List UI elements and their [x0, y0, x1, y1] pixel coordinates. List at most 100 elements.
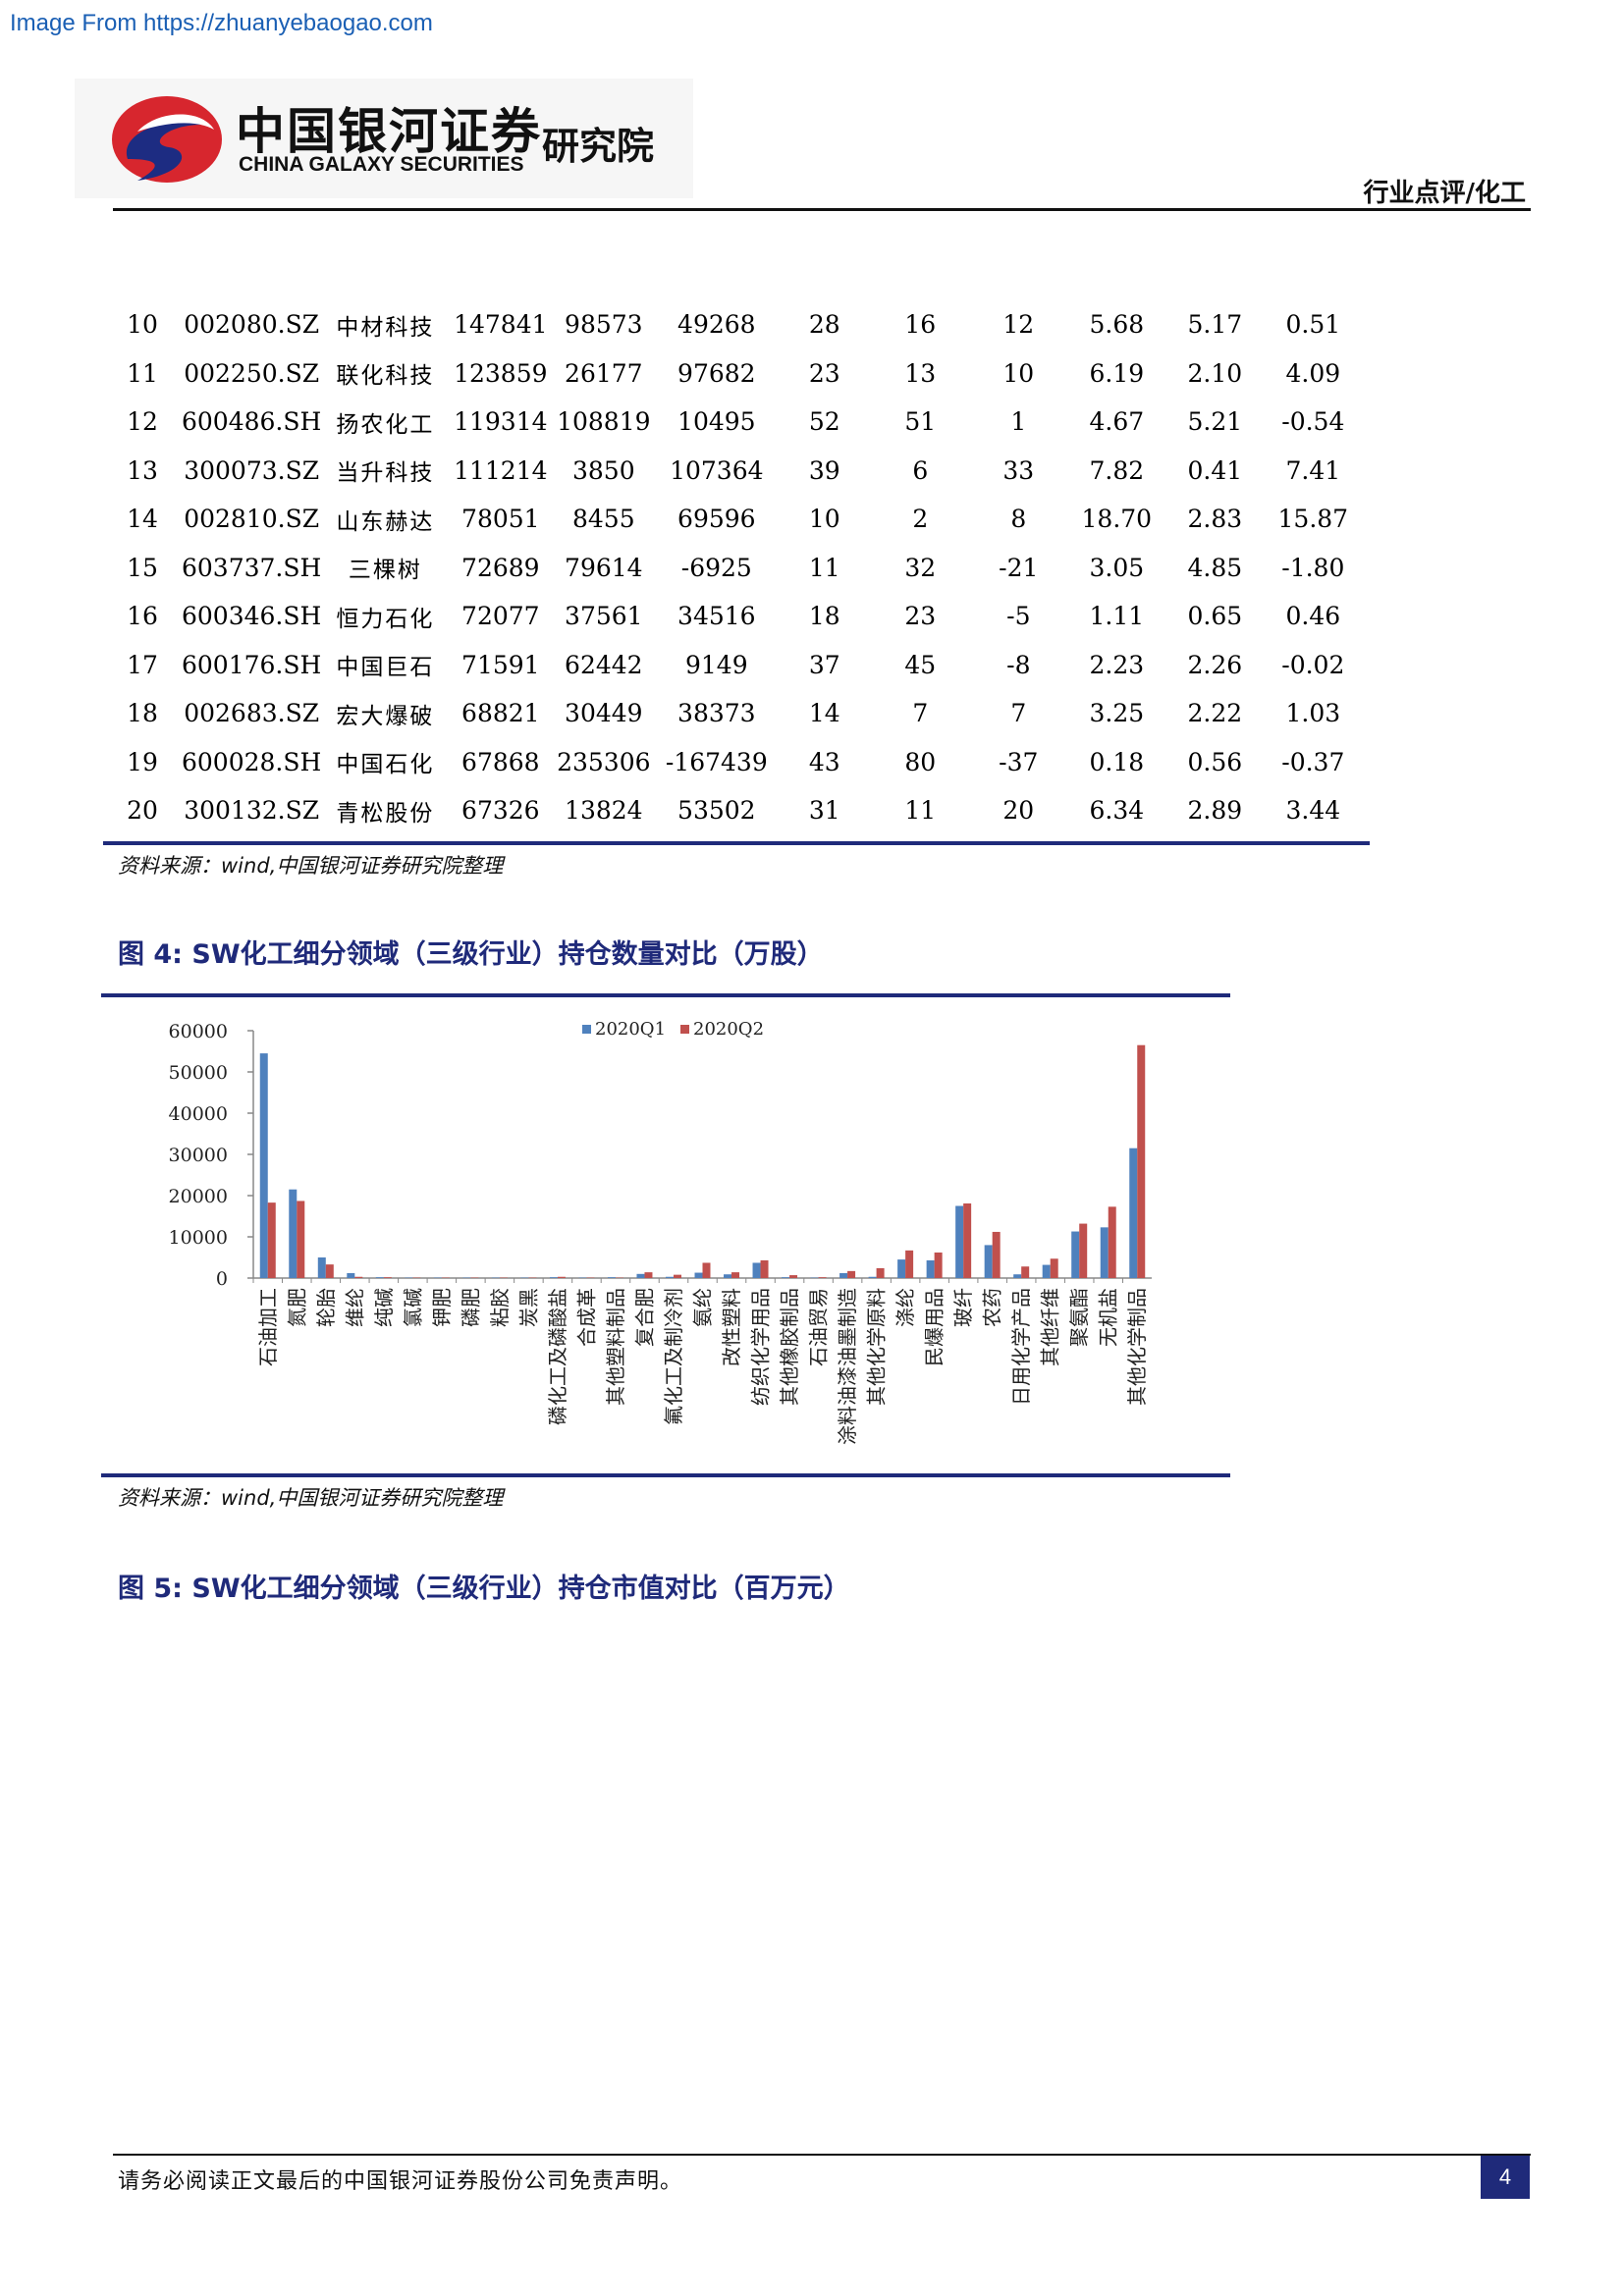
table-cell: 123859 [454, 358, 548, 388]
table-cell: -1.80 [1281, 553, 1345, 582]
logo-chinese-name: 中国银河证券 [236, 103, 542, 160]
table-row: 14 002810.SZ 山东赫达 78051 8455 69596 10 2 8 18.70 2.… [103, 495, 1362, 544]
table-cell: 18 [808, 602, 840, 631]
bar-2020Q1 [259, 1053, 268, 1278]
bar-2020Q1 [926, 1259, 935, 1278]
bar-2020Q2 [731, 1272, 740, 1278]
footer-disclaimer: 请务必阅读正文最后的中国银河证券股份公司免责声明。 [118, 2169, 683, 2194]
table-cell: -0.37 [1281, 747, 1345, 776]
x-tick-label: 氮肥 [285, 1288, 308, 1327]
table-cell: -37 [999, 747, 1039, 776]
table-cell: 1.11 [1089, 602, 1145, 631]
table-cell: 4.09 [1285, 358, 1341, 388]
x-tick-label: 纺织化学用品 [749, 1288, 773, 1406]
figure4-title: 图 4: SW化工细分领域（三级行业）持仓数量对比（万股） [118, 939, 824, 970]
table-cell: 3.05 [1089, 553, 1145, 582]
table-cell: 67868 [461, 747, 540, 776]
table-cell: 108819 [557, 407, 651, 437]
table-cell: 13 [904, 358, 937, 388]
table-cell: 62442 [565, 650, 643, 679]
holdings-table: 10 002080.SZ 中材科技 147841 98573 49268 28 16 12 5.6… [103, 300, 1362, 835]
bar-2020Q1 [1013, 1274, 1022, 1278]
table-row: 20 300132.SZ 青松股份 67326 13824 53502 31 11 20 6.34… [103, 786, 1362, 835]
bar-2020Q1 [897, 1259, 906, 1278]
table-cell: 20 [127, 796, 158, 826]
table-cell: 7 [912, 699, 929, 728]
table-cell: 2.26 [1187, 650, 1243, 679]
x-tick-label: 粘胶 [488, 1288, 512, 1327]
x-tick-label: 其他化学原料 [865, 1288, 889, 1406]
table-cell: 37 [808, 650, 840, 679]
table-bottom-rule [103, 841, 1370, 845]
table-row: 18 002683.SZ 宏大爆破 68821 30449 38373 14 7 7 3.25 2.… [103, 689, 1362, 738]
x-tick-label: 轮胎 [314, 1288, 338, 1327]
bar-2020Q1 [1071, 1231, 1080, 1278]
table-cell: 5.17 [1187, 310, 1243, 340]
table-cell: 32 [904, 553, 937, 582]
page-number: 4 [1481, 2156, 1530, 2199]
table-cell: 3.44 [1285, 796, 1341, 826]
table-cell: 235306 [557, 747, 651, 776]
table-cell: 10 [127, 310, 158, 340]
table-cell: 8455 [572, 505, 635, 534]
x-tick-label: 日用化学产品 [1009, 1288, 1033, 1406]
bar-2020Q2 [818, 1277, 827, 1278]
table-cell: 12 [1002, 310, 1035, 340]
bar-2020Q2 [905, 1250, 914, 1278]
table-cell: 31 [808, 796, 840, 826]
x-tick-label: 涤纶 [893, 1288, 917, 1327]
bar-2020Q1 [1129, 1148, 1138, 1278]
bar-2020Q2 [1137, 1044, 1146, 1278]
figure4-source: 资料来源：wind,中国银河证券研究院整理 [118, 1486, 504, 1510]
y-tick-label: 30000 [169, 1145, 228, 1166]
table-cell: 9149 [685, 650, 748, 679]
bar-2020Q1 [289, 1189, 298, 1278]
table-cell: 7 [1010, 699, 1027, 728]
bar-2020Q2 [267, 1202, 276, 1278]
y-tick-label: 0 [216, 1268, 228, 1290]
bar-2020Q2 [354, 1276, 363, 1278]
table-cell: 1 [1010, 407, 1027, 437]
bar-2020Q2 [1050, 1258, 1058, 1278]
x-tick-label: 钾肥 [430, 1288, 454, 1327]
logo-institute: 研究院 [542, 125, 655, 168]
table-cell: 0.18 [1089, 747, 1145, 776]
bar-2020Q2 [644, 1272, 653, 1278]
table-cell: 69596 [677, 505, 756, 534]
table-cell: 16 [904, 310, 937, 340]
table-cell: 6 [912, 455, 929, 485]
table-cell: 98573 [565, 310, 643, 340]
x-tick-label: 氯碱 [401, 1288, 424, 1327]
table-row: 16 600346.SH 恒力石化 72077 37561 34516 18 23 -5 1.11… [103, 592, 1362, 641]
table-cell: 2.23 [1089, 650, 1145, 679]
table-cell: 11 [904, 796, 937, 826]
table-cell: 600346.SH [182, 602, 322, 631]
table-cell: 38373 [677, 699, 756, 728]
x-tick-label: 玻纤 [951, 1288, 975, 1327]
table-cell: 5.68 [1089, 310, 1145, 340]
x-tick-label: 氟化工及制冷剂 [662, 1288, 685, 1425]
bar-2020Q1 [607, 1277, 616, 1278]
bar-2020Q1 [694, 1272, 703, 1278]
table-cell: 12 [127, 407, 158, 437]
bar-2020Q2 [847, 1270, 856, 1278]
table-row: 10 002080.SZ 中材科技 147841 98573 49268 28 16 12 5.6… [103, 300, 1362, 349]
table-cell: 10 [808, 505, 840, 534]
bar-2020Q2 [992, 1231, 1001, 1278]
table-cell: 600028.SH [182, 747, 322, 776]
watermark-link[interactable]: Image From https://zhuanyebaogao.com [10, 10, 433, 36]
figure5-title: 图 5: SW化工细分领域（三级行业）持仓市值对比（百万元） [118, 1574, 850, 1604]
legend-label: 2020Q2 [693, 1019, 764, 1040]
table-row: 19 600028.SH 中国石化 67868 235306 -167439 43 80 -37… [103, 738, 1362, 787]
table-cell: 78051 [461, 505, 540, 534]
table-cell: 30449 [565, 699, 643, 728]
table-cell: 中材科技 [336, 314, 435, 341]
table-source: 资料来源：wind,中国银河证券研究院整理 [118, 854, 504, 878]
table-cell: 8 [1010, 505, 1027, 534]
bar-2020Q2 [1079, 1223, 1088, 1278]
y-axis: 60000 50000 40000 30000 20000 10000 0 [169, 1021, 1152, 1290]
table-cell: 2 [912, 505, 929, 534]
x-axis-labels: 石油加工 氮肥 轮胎 维纶 纯碱 氯碱 钾肥 磷肥 粘胶 炭黑 磷化工及磷酸盐 合成革 其他塑料制品 复合… [252, 1278, 1149, 1445]
figure4-top-rule [101, 993, 1230, 997]
bar-2020Q1 [549, 1277, 558, 1278]
